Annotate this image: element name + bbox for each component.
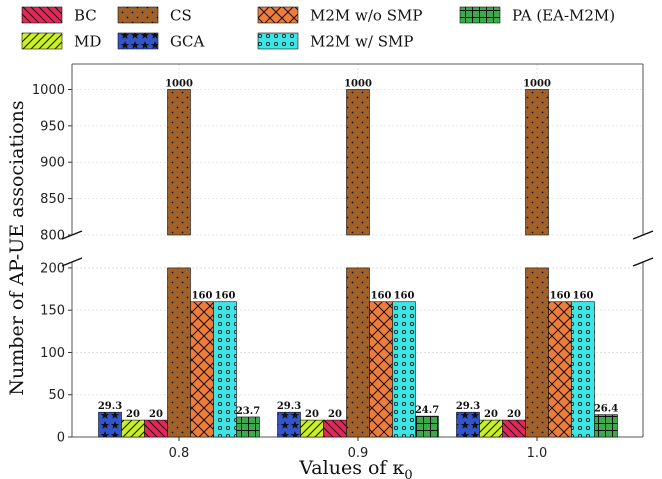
legend-item-gca: GCA <box>117 32 204 51</box>
x-tick-label: 1.0 <box>527 446 548 461</box>
legend-label: BC <box>74 7 97 25</box>
lower-tick-label: 150 <box>40 304 65 319</box>
legend-item-md: MD <box>21 32 101 51</box>
data-label-gca: 29.3 <box>277 401 301 412</box>
bar-pa-ea-m2m-hatch <box>594 414 618 438</box>
bar-cs-hatch <box>167 267 191 438</box>
break-mark <box>61 230 83 240</box>
bar-cs-upper-hatch <box>346 89 370 236</box>
bar-gca-hatch <box>98 411 122 438</box>
y-axis-label: Number of AP-UE associations <box>6 100 28 395</box>
legend-label: PA (EA-M2M) <box>512 7 615 25</box>
legend-label: MD <box>74 33 101 51</box>
data-label-pa-ea-m2m: 26.4 <box>594 404 618 415</box>
x-axis-label-subscript: 0 <box>404 468 412 479</box>
data-label-pa-ea-m2m: 23.7 <box>236 406 260 417</box>
bar-bc-hatch <box>144 419 168 438</box>
lower-tick-label: 50 <box>48 388 65 403</box>
bar-md-hatch <box>479 419 503 438</box>
data-label-m2m-w-o-smp: 160 <box>371 291 392 302</box>
data-label-bc: 20 <box>328 409 342 420</box>
legend-swatch-hatch <box>459 6 501 24</box>
legend-swatch-hatch <box>257 32 299 50</box>
bar-cs-hatch <box>346 267 370 438</box>
legend-swatch-hatch <box>117 32 159 50</box>
legend-swatch-hatch <box>21 6 63 24</box>
data-label-cs: 1000 <box>165 78 193 89</box>
x-axis-label: Values of κ0 <box>298 457 412 479</box>
data-label-cs: 1000 <box>344 78 372 89</box>
bar-m2m-w-o-smp-hatch <box>190 301 214 438</box>
bar-bc-hatch <box>502 419 526 438</box>
legend-swatch-hatch <box>257 6 299 24</box>
legend-label: CS <box>170 7 192 25</box>
data-label-bc: 20 <box>507 409 521 420</box>
bar-pa-ea-m2m-hatch <box>236 416 260 438</box>
data-label-md: 20 <box>305 409 319 420</box>
bar-m2m-w-smp-hatch <box>213 301 237 438</box>
data-label-m2m-w-o-smp: 160 <box>192 291 213 302</box>
bar-bc-hatch <box>323 419 347 438</box>
legend: BC CS M2M w/o SMP PA (EA-M2M) MD GCA M2M w/ SM… <box>21 6 615 51</box>
data-label-m2m-w-smp: 160 <box>573 291 594 302</box>
legend-item-cs: CS <box>117 6 192 25</box>
legend-swatch-hatch <box>21 32 63 50</box>
axis-break-marks <box>61 230 654 267</box>
legend-item-pa-ea-m2m: PA (EA-M2M) <box>459 6 615 25</box>
lower-tick-label: 200 <box>40 261 65 276</box>
bar-gca-hatch <box>456 411 480 438</box>
bar-cs-hatch <box>525 267 549 438</box>
bar-m2m-w-o-smp-hatch <box>369 301 393 438</box>
bar-m2m-w-smp-hatch <box>392 301 416 438</box>
data-label-gca: 29.3 <box>98 401 122 412</box>
bar-pa-ea-m2m-hatch <box>415 415 439 438</box>
bar-m2m-w-o-smp-hatch <box>548 301 572 438</box>
x-tick-label: 0.9 <box>348 446 369 461</box>
upper-panel: 800 850 900 950 1000 1000 1000 1000 <box>32 63 644 244</box>
upper-tick-label: 850 <box>40 192 65 207</box>
x-axis-label-main: Values of κ <box>298 457 404 479</box>
legend-label: GCA <box>170 33 204 51</box>
data-label-md: 20 <box>484 409 498 420</box>
upper-tick-label: 900 <box>40 156 65 171</box>
data-label-gca: 29.3 <box>456 401 480 412</box>
legend-swatch-hatch <box>117 6 159 24</box>
bar-gca-hatch <box>277 411 301 438</box>
break-mark <box>632 230 654 240</box>
data-label-m2m-w-o-smp: 160 <box>550 291 571 302</box>
legend-item-m2m-w-smp: M2M w/ SMP <box>257 32 413 51</box>
data-label-cs: 1000 <box>523 78 551 89</box>
upper-tick-label: 1000 <box>32 83 65 98</box>
lower-tick-label: 0 <box>57 431 65 446</box>
break-mark <box>61 257 83 267</box>
data-label-md: 20 <box>126 409 140 420</box>
upper-tick-label: 800 <box>40 229 65 244</box>
lower-tick-label: 100 <box>40 346 65 361</box>
legend-item-m2m-w-o-smp: M2M w/o SMP <box>257 6 422 25</box>
legend-item-bc: BC <box>21 6 97 25</box>
data-label-m2m-w-smp: 160 <box>394 291 415 302</box>
data-label-pa-ea-m2m: 24.7 <box>415 405 439 416</box>
legend-label: M2M w/ SMP <box>310 33 413 51</box>
data-label-m2m-w-smp: 160 <box>215 291 236 302</box>
data-label-bc: 20 <box>149 409 163 420</box>
bar-cs-upper-hatch <box>525 89 549 236</box>
bar-md-hatch <box>121 419 145 438</box>
bar-md-hatch <box>300 419 324 438</box>
legend-label: M2M w/o SMP <box>310 7 422 25</box>
bar-m2m-w-smp-hatch <box>571 301 595 438</box>
x-tick-label: 0.8 <box>169 446 190 461</box>
upper-tick-label: 950 <box>40 119 65 134</box>
bar-cs-upper-hatch <box>167 89 191 236</box>
break-mark <box>632 257 654 267</box>
